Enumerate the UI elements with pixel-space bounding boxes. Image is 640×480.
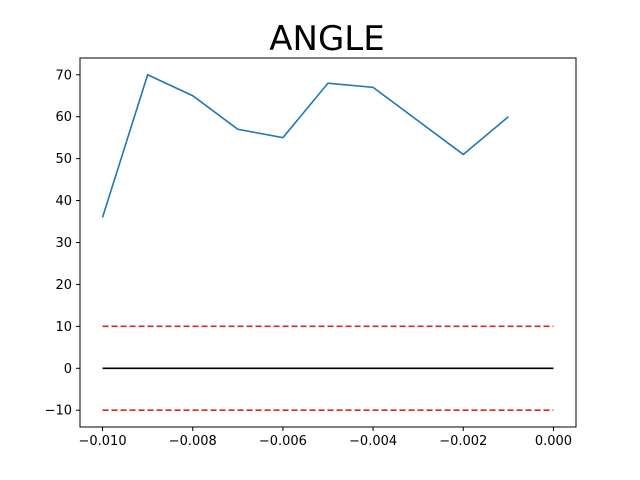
x-tick-label: −0.010 [78,434,126,449]
x-tick-label: −0.004 [349,434,397,449]
y-tick-label: 60 [55,110,72,125]
y-tick-label: −10 [45,404,72,419]
x-tick-label: −0.008 [169,434,217,449]
y-tick-label: 30 [55,236,72,251]
series-line-0 [101,73,509,218]
y-tick-label: 40 [55,194,72,209]
y-tick-label: 20 [55,278,72,293]
y-tick-label: 10 [55,320,72,335]
axis-ticks: −0.010 −0.008 −0.006 −0.004 −0.002 0.000 −10 0 1… [45,68,573,449]
y-tick-label: 50 [55,152,72,167]
y-tick-label: 70 [55,68,72,83]
plot-area [101,73,554,412]
chart-title: ANGLE [269,19,384,59]
x-tick-label: 0.000 [535,434,572,449]
x-tick-label: −0.006 [259,434,307,449]
x-tick-label: −0.002 [439,434,487,449]
y-tick-label: 0 [64,362,72,377]
axes-frame [79,57,577,428]
